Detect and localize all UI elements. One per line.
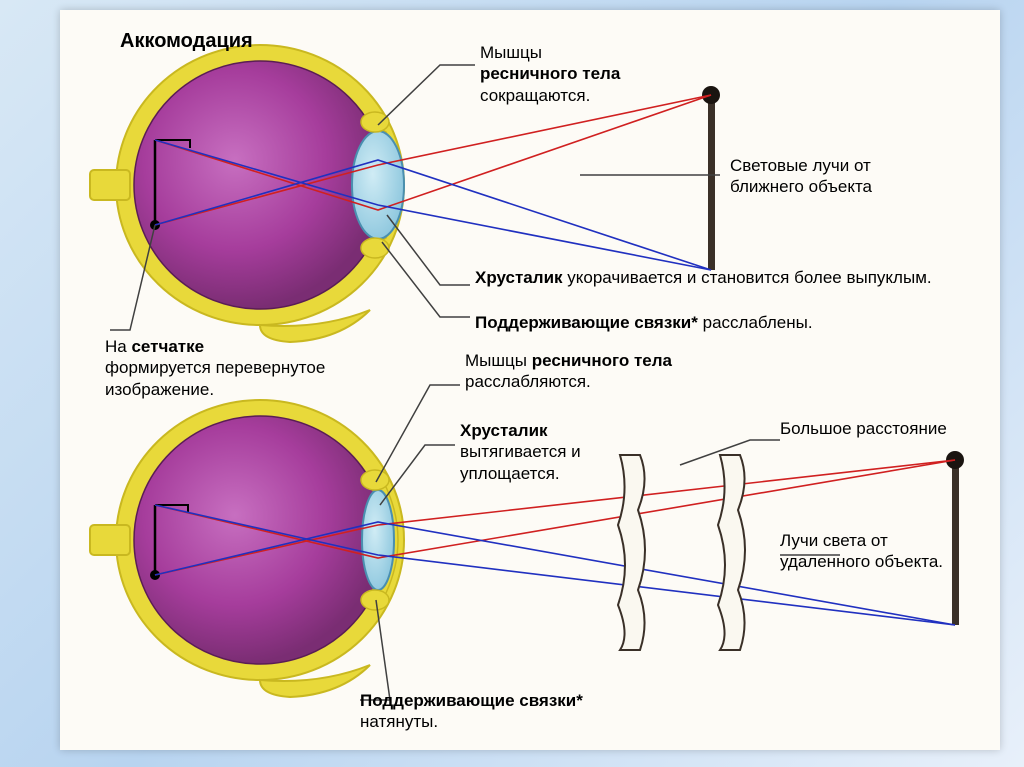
label-ciliary-contract: Мышцы ресничного тела сокращаются. — [480, 42, 740, 106]
label-ligaments-relaxed: Поддерживающие связки* расслаблены. — [475, 312, 975, 333]
label-lens-convex: Хрусталик укорачивается и становится бол… — [475, 267, 935, 288]
label-lens-flat: Хрусталик вытягивается и уплощается. — [460, 420, 680, 484]
label-ciliary-relax: Мышцы ресничного тела расслабляются. — [465, 350, 765, 393]
diagram-page: Аккомодация Мышцы ресничного тела сокращ… — [60, 10, 1000, 750]
distance-breaks — [618, 455, 745, 650]
diagram-title: Аккомодация — [120, 30, 253, 53]
near-object — [702, 86, 720, 270]
label-far-rays: Лучи света от удаленного объекта. — [780, 530, 960, 573]
label-near-rays: Световые лучи от ближнего объекта — [730, 155, 940, 198]
label-retina: На сетчатке формируется перевернутое изо… — [105, 336, 335, 400]
label-ligaments-tight: Поддерживающие связки* натянуты. — [360, 690, 780, 733]
label-large-distance: Большое расстояние — [780, 418, 960, 439]
eye-far — [90, 400, 404, 697]
